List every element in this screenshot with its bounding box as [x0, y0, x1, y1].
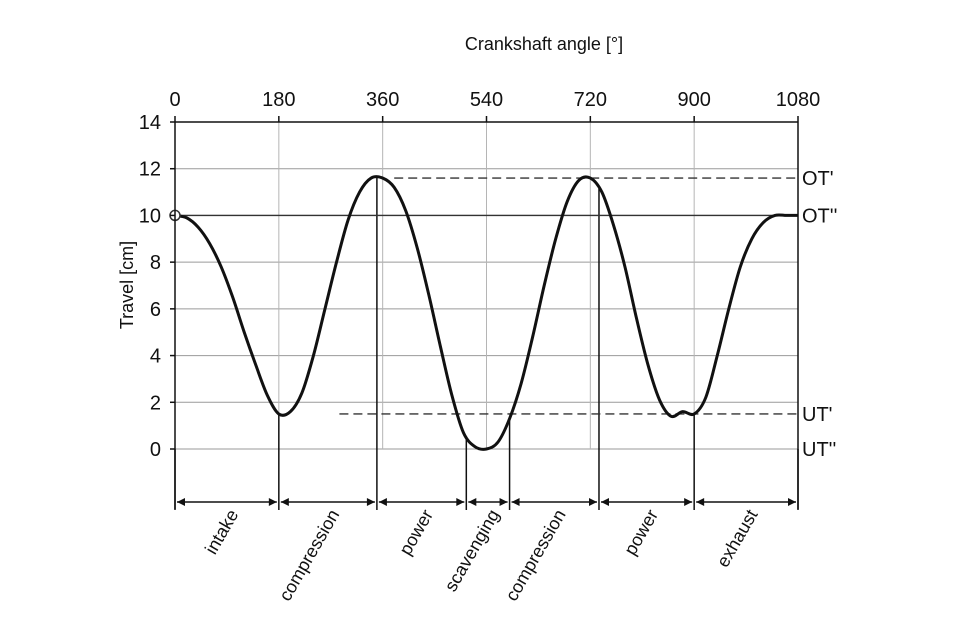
phase-arrow-head-left — [280, 498, 289, 506]
y-tick-label: 0 — [150, 439, 161, 461]
phase-arrow-head-right — [788, 498, 796, 506]
phase-arrow-head-left — [378, 498, 387, 506]
phase-arrow-head-right — [588, 498, 597, 506]
phase-label: compression — [275, 506, 343, 604]
phase-arrow-head-right — [268, 498, 277, 506]
level-label: UT'' — [802, 439, 836, 461]
x-tick-label: 0 — [169, 89, 180, 111]
x-tick-label: 360 — [366, 89, 399, 111]
level-label: UT' — [802, 404, 832, 426]
x-tick-label: 1080 — [776, 89, 821, 111]
phase-label: scavenging — [441, 506, 504, 595]
phase-label: power — [395, 506, 437, 558]
x-axis-title: Crankshaft angle [°] — [465, 34, 623, 54]
phase-label: power — [620, 506, 662, 558]
phase-arrow-head-left — [600, 498, 609, 506]
y-tick-label: 6 — [150, 299, 161, 321]
phase-label: exhaust — [713, 506, 762, 571]
y-tick-label: 10 — [139, 205, 161, 227]
level-labels: OT' OT'' UT' UT'' — [802, 168, 837, 461]
phase-arrow-head-right — [684, 498, 693, 506]
y-tick-label: 12 — [139, 159, 161, 181]
phase-label: compression — [501, 506, 569, 604]
phase-arrow-head-left — [177, 498, 185, 506]
tick-labels: 14 12 10 8 6 4 2 0 0 180 360 540 720 900 1080 — [139, 89, 821, 461]
y-tick-label: 4 — [150, 346, 161, 368]
phase-label: intake — [201, 506, 242, 558]
x-tick-label: 540 — [470, 89, 503, 111]
y-axis-title: Travel [cm] — [117, 241, 137, 329]
x-tick-label: 180 — [262, 89, 295, 111]
phase-arrow-head-right — [456, 498, 465, 506]
axes — [170, 116, 799, 509]
phase-arrow-head-right — [499, 498, 508, 506]
y-tick-label: 14 — [139, 112, 161, 134]
phase-labels: intake compression power scavengingcompress… — [201, 506, 762, 604]
y-tick-label: 8 — [150, 252, 161, 274]
x-tick-label: 900 — [677, 89, 710, 111]
phase-arrow-head-left — [468, 498, 477, 506]
phase-arrow-head-right — [366, 498, 375, 506]
y-tick-label: 2 — [150, 392, 161, 414]
level-label: OT' — [802, 168, 834, 190]
level-lines — [175, 177, 798, 415]
phase-arrows — [177, 498, 796, 506]
phase-arrow-head-left — [511, 498, 520, 506]
x-tick-label: 720 — [574, 89, 607, 111]
phase-arrow-head-left — [696, 498, 705, 506]
travel-curve — [174, 175, 798, 451]
level-label: OT'' — [802, 205, 837, 227]
